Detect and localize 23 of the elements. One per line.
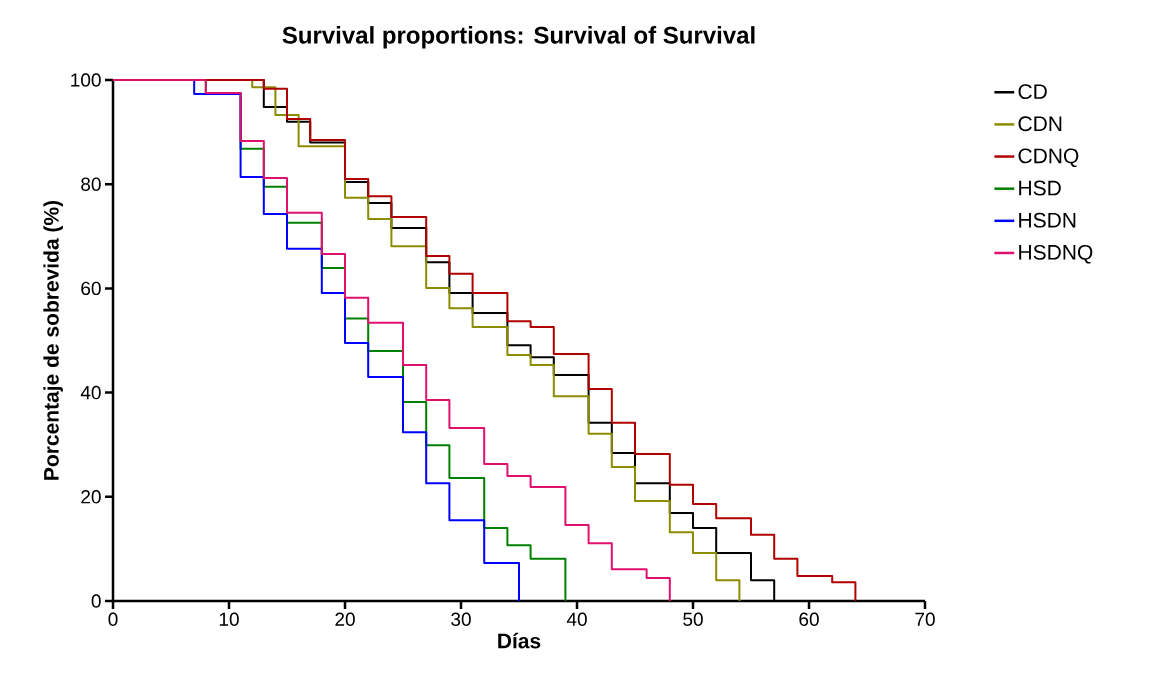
x-tick-label: 70 [915, 612, 935, 626]
legend-label: CD [1018, 84, 1047, 100]
y-tick-label: 20 [81, 490, 101, 504]
x-tick-label: 50 [683, 612, 703, 626]
y-tick-label: 40 [80, 385, 101, 400]
x-tick-label: 20 [335, 612, 355, 626]
chart-title: Survival proportions: Survival of Survival [282, 26, 755, 49]
y-tick-label: 0 [91, 594, 101, 608]
y-axis-title: Porcentaje de sobrevida (%) [43, 200, 63, 480]
y-tick-label: 60 [81, 281, 101, 296]
x-tick-label: 60 [799, 612, 819, 626]
legend-label: HSDN [1019, 212, 1076, 228]
x-tick-label: 0 [108, 612, 118, 626]
legend-label: HSD [1019, 180, 1061, 196]
legend-label: CDNQ [1018, 148, 1079, 168]
y-tick-label: 80 [81, 177, 101, 191]
legend-label: HSDNQ [1019, 244, 1093, 264]
legend-label: CDN [1018, 116, 1062, 132]
x-tick-label: 10 [219, 612, 239, 626]
y-tick-label: 100 [71, 73, 101, 87]
x-tick-label: 30 [451, 612, 471, 626]
x-axis-title: Días [498, 632, 541, 649]
x-tick-label: 40 [566, 612, 587, 626]
